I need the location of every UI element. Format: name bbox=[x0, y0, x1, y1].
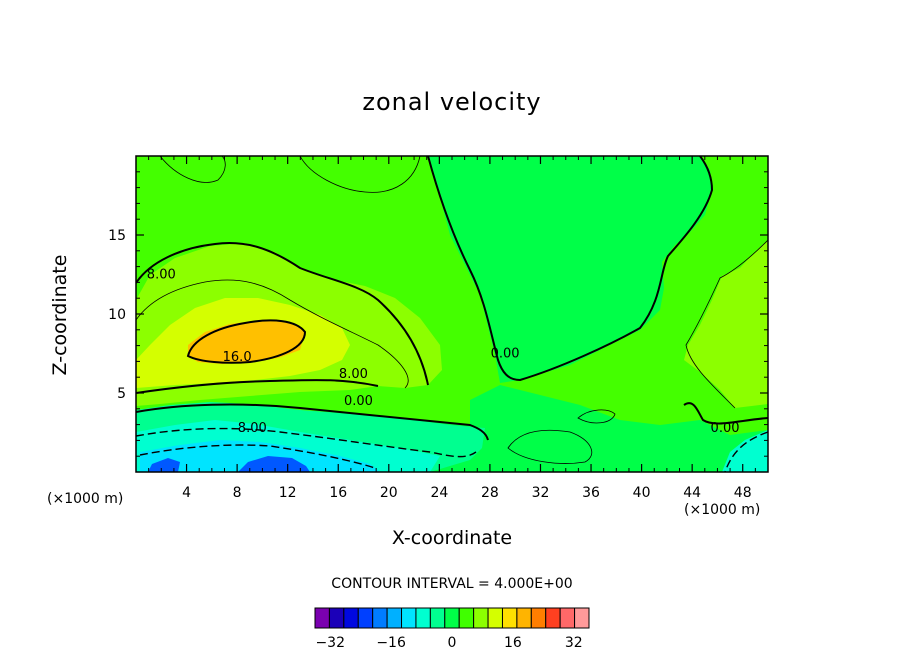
contour-line-16 bbox=[186, 319, 307, 364]
band-8-right bbox=[684, 240, 768, 408]
contour-line-neg-dashed-c bbox=[724, 431, 768, 472]
contour-label: 16.0 bbox=[223, 350, 252, 365]
x-tick-label: 40 bbox=[633, 485, 651, 501]
x-tick-label: 24 bbox=[430, 485, 448, 501]
negative-max-region-b bbox=[148, 458, 180, 472]
x-tick-label: 4 bbox=[182, 485, 191, 501]
colorbar-tick-label: 16 bbox=[504, 635, 522, 651]
x-tick-label: 12 bbox=[279, 485, 297, 501]
colorbar-swatch bbox=[357, 607, 374, 629]
x-tick-label: 28 bbox=[481, 485, 499, 501]
colorbar-swatch bbox=[501, 607, 518, 629]
contour-label: 0.00 bbox=[711, 421, 740, 436]
colorbar-swatch bbox=[516, 607, 532, 629]
contour-line-thin-d bbox=[685, 239, 768, 409]
y-tick-label: 15 bbox=[108, 228, 126, 244]
x-tick-label: 36 bbox=[582, 485, 600, 501]
x-unit-note-left: (×1000 m) bbox=[47, 491, 124, 507]
contour-field bbox=[136, 156, 768, 472]
x-tick-label: 48 bbox=[734, 485, 752, 501]
contour-line-thin-a bbox=[136, 279, 409, 389]
colorbar-swatch bbox=[530, 607, 547, 629]
colorbar-tick-label: −16 bbox=[376, 635, 406, 651]
contour-line-thin-f bbox=[577, 409, 616, 424]
colorbar-swatch bbox=[401, 607, 417, 629]
contour-label: 8.00 bbox=[339, 367, 368, 382]
colorbar-tick-label: 0 bbox=[448, 635, 457, 651]
chart-title: zonal velocity bbox=[362, 88, 542, 116]
contour-line-neg-dashed-a bbox=[136, 427, 477, 458]
colorbar-swatch bbox=[372, 607, 388, 629]
zero-band-lower bbox=[470, 385, 768, 472]
contour-line-8-lower bbox=[136, 379, 379, 394]
contour-line-0-left bbox=[136, 403, 489, 441]
contour-line-thin-c bbox=[299, 156, 421, 193]
x-axis-label: X-coordinate bbox=[391, 527, 513, 549]
x-tick-label: 16 bbox=[329, 485, 347, 501]
contour-label: 8.00 bbox=[238, 421, 267, 436]
colorbar-swatch bbox=[429, 607, 446, 629]
negative-strong-region bbox=[140, 440, 380, 472]
contour-line-neg-dashed-b bbox=[139, 444, 376, 469]
colorbar-swatch bbox=[458, 607, 475, 629]
x-tick-label: 20 bbox=[380, 485, 398, 501]
contour-label: 0.00 bbox=[344, 394, 373, 409]
contour-labels: 8.00 16.0 8.00 0.00 8.00 0.00 0.00 bbox=[147, 268, 740, 436]
x-unit-note-right: (×1000 m) bbox=[684, 502, 761, 518]
colorbar-tick-label: 32 bbox=[565, 635, 583, 651]
contour-label: 8.00 bbox=[147, 268, 176, 283]
colorbar-swatch bbox=[473, 607, 489, 629]
colorbar-swatch bbox=[314, 607, 330, 629]
negative-max-region-a bbox=[238, 456, 310, 472]
colorbar-swatch bbox=[545, 607, 561, 629]
x-tick-label: 8 bbox=[233, 485, 242, 501]
contour-label: 0.00 bbox=[491, 347, 520, 362]
contour-line-0-central bbox=[427, 156, 714, 382]
colorbar-swatch bbox=[343, 607, 359, 629]
colorbar-swatch bbox=[559, 607, 576, 629]
contour-line-8-upper bbox=[136, 242, 429, 386]
x-tick-label: 44 bbox=[683, 485, 701, 501]
colorbar-swatch bbox=[386, 607, 403, 629]
contour-line-0-right bbox=[683, 402, 768, 425]
y-tick-label: 5 bbox=[117, 386, 126, 402]
colorbar-tick-label: −32 bbox=[315, 635, 345, 651]
x-axis-ticks: 4 8 12 16 20 24 28 32 36 40 44 48 bbox=[148, 156, 756, 501]
negative-right-region bbox=[722, 430, 768, 472]
contour-line-thin-b bbox=[159, 156, 226, 183]
colorbar-swatch bbox=[444, 607, 460, 629]
y-tick-label: 10 bbox=[108, 307, 126, 323]
colorbar-swatch bbox=[328, 607, 345, 629]
contour-line-thin-e bbox=[507, 429, 593, 464]
contour-interval-label: CONTOUR INTERVAL = 4.000E+00 bbox=[331, 576, 573, 592]
colorbar-swatch bbox=[415, 607, 431, 629]
y-axis-ticks: 5 10 15 bbox=[108, 171, 768, 457]
x-tick-label: 32 bbox=[532, 485, 550, 501]
colorbar-swatch bbox=[574, 607, 590, 629]
colorbar: −32 −16 0 16 32 bbox=[314, 607, 590, 651]
colorbar-swatch bbox=[487, 607, 503, 629]
